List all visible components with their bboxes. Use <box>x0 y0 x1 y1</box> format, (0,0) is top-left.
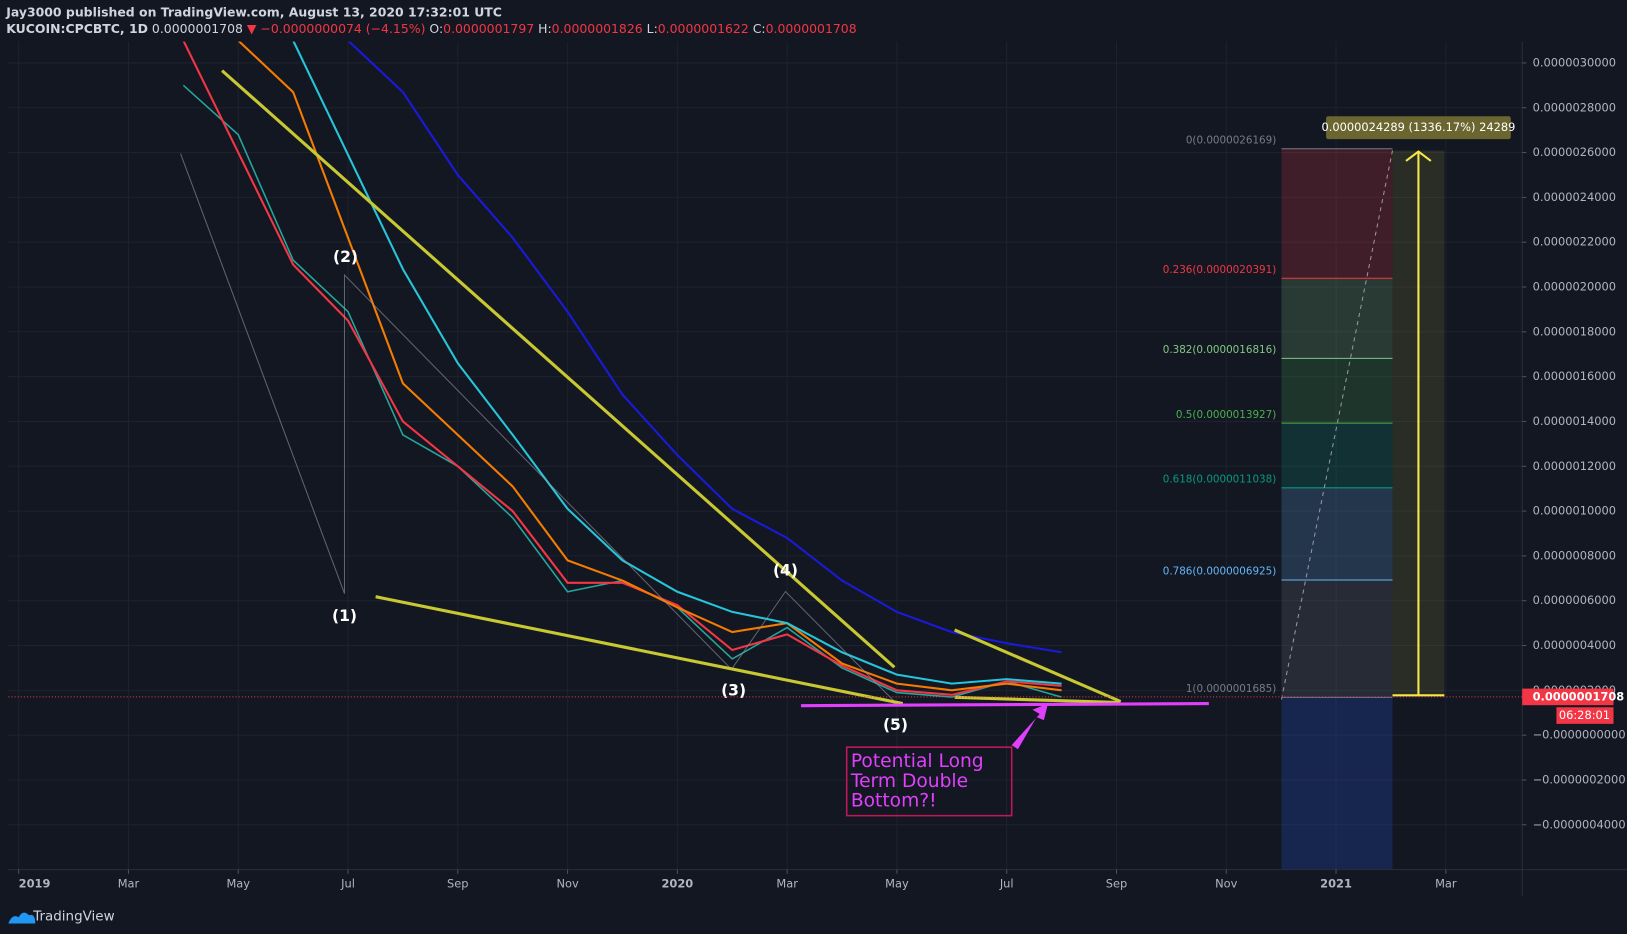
last-price-tag <box>1522 688 1614 706</box>
x-tick-label: May <box>885 877 909 891</box>
y-tick-label: 0.0000006000 <box>1533 593 1616 607</box>
x-tick-label: Jul <box>340 877 355 891</box>
logo: TradingView <box>8 908 115 924</box>
callout-text: Term Double <box>850 771 968 792</box>
x-tick-label: May <box>226 877 250 891</box>
fib-label: 0.5(0.0000013927) <box>1176 409 1276 421</box>
y-tick-label: −0.0000002000 <box>1533 772 1626 786</box>
wave-label: (3) <box>721 682 746 700</box>
y-tick-label: 0.0000004000 <box>1533 638 1616 652</box>
fib-band <box>1281 579 1393 698</box>
x-tick-label: 2019 <box>19 877 51 891</box>
countdown: 06:28:01 <box>1559 708 1610 722</box>
x-tick-label: Sep <box>447 877 468 891</box>
fib-band <box>1281 423 1393 488</box>
drawings <box>180 69 1445 817</box>
measure-box <box>1326 116 1511 140</box>
x-tick-label: Mar <box>118 877 140 891</box>
fib-label: 1(0.0000001685) <box>1186 683 1276 695</box>
wave-label: (1) <box>332 607 357 625</box>
y-tick-label: 0.0000030000 <box>1533 55 1616 69</box>
last-price-label: 0.0000001708 <box>1533 689 1625 703</box>
price-line <box>292 41 1062 685</box>
fib-band <box>1281 278 1393 359</box>
y-tick-label: 0.0000012000 <box>1533 459 1616 473</box>
x-tick-label: 2021 <box>1320 877 1352 891</box>
fib-label: 0(0.0000026169) <box>1186 134 1276 146</box>
y-tick-label: 0.0000014000 <box>1533 414 1616 428</box>
fib-band <box>1281 148 1393 279</box>
symbol-line: KUCOIN:CPCBTC, 1D 0.0000001708 ▼ −0.0000… <box>6 21 856 36</box>
fib-band <box>1281 697 1393 870</box>
y-tick-label: 0.0000010000 <box>1533 504 1616 518</box>
fib-label: 0.236(0.0000020391) <box>1163 264 1277 276</box>
y-tick-label: 0.0000020000 <box>1533 280 1616 294</box>
x-tick-label: Mar <box>776 877 798 891</box>
fib-band <box>1281 358 1393 424</box>
y-tick-label: 0.0000016000 <box>1533 369 1616 383</box>
y-tick-label: 0.0000008000 <box>1533 548 1616 562</box>
price-line <box>347 41 1062 654</box>
fib-label: 0.382(0.0000016816) <box>1163 344 1277 356</box>
y-tick-label: −0.0000000000 <box>1533 728 1626 742</box>
y-tick-label: 0.0000026000 <box>1533 145 1616 159</box>
fib-label: 0.786(0.0000006925) <box>1163 566 1277 578</box>
y-tick-label: 0.0000018000 <box>1533 324 1616 338</box>
wave-label: (4) <box>773 561 798 579</box>
wave-label: (2) <box>333 248 358 266</box>
x-tick-label: Sep <box>1106 877 1128 891</box>
measure-label: 0.0000024289 (1336.17%) 24289 <box>1321 120 1515 134</box>
brand: TradingView <box>32 908 114 924</box>
callout-text: Bottom?! <box>851 791 937 812</box>
fib-label: 0.618(0.0000011038) <box>1163 474 1277 486</box>
callout-text: Potential Long <box>851 751 984 772</box>
wave-label: (5) <box>883 716 908 734</box>
y-tick-label: 0.0000024000 <box>1533 190 1616 204</box>
x-tick-label: Nov <box>556 877 579 891</box>
publish-line: Jay3000 published on TradingView.com, Au… <box>5 4 502 19</box>
price-line <box>237 41 1062 692</box>
y-tick-label: 0.0000022000 <box>1533 235 1616 249</box>
x-tick-label: Mar <box>1435 877 1457 891</box>
countdown-tag <box>1556 707 1614 724</box>
x-tick-label: 2020 <box>661 877 693 891</box>
x-tick-label: Nov <box>1215 877 1238 891</box>
y-tick-label: −0.0000004000 <box>1533 817 1626 831</box>
fib-band <box>1281 487 1393 580</box>
price-line <box>182 41 1062 696</box>
y-tick-label: 0.0000028000 <box>1533 100 1616 114</box>
x-tick-label: Jul <box>999 877 1014 891</box>
